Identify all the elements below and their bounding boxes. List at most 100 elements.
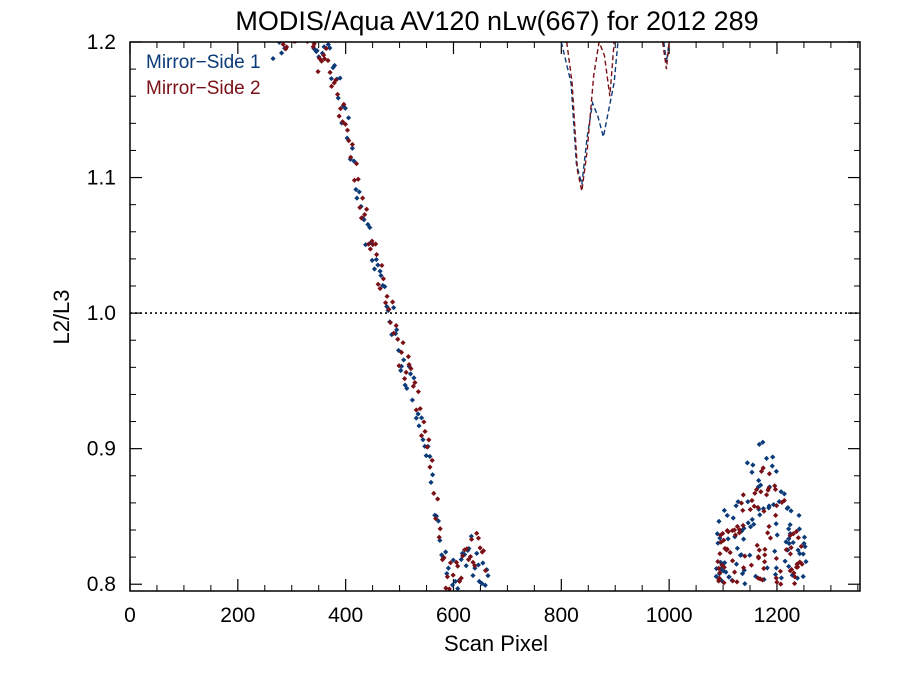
data-point xyxy=(772,483,778,489)
legend-entry-mirror-side-1: Mirror−Side 1 xyxy=(146,52,261,73)
data-point xyxy=(723,547,730,553)
data-point xyxy=(737,552,743,558)
data-point xyxy=(336,113,342,119)
data-point xyxy=(342,105,348,111)
data-point xyxy=(418,433,425,439)
data-point xyxy=(333,77,339,83)
data-point xyxy=(778,581,784,587)
y-tick-label: 1.2 xyxy=(87,31,116,54)
data-point xyxy=(724,512,730,519)
data-point xyxy=(365,221,371,228)
data-point xyxy=(455,586,461,591)
data-point xyxy=(452,596,457,601)
data-point xyxy=(772,486,779,492)
data-point xyxy=(331,62,338,69)
data-point xyxy=(758,482,764,488)
data-point xyxy=(801,534,808,540)
data-point xyxy=(288,0,293,5)
data-point xyxy=(398,349,405,355)
data-point xyxy=(766,523,772,530)
data-point xyxy=(430,472,436,478)
data-point xyxy=(407,371,414,377)
data-point xyxy=(444,570,450,577)
data-point xyxy=(777,568,784,574)
data-point xyxy=(762,559,768,565)
data-point xyxy=(734,545,741,551)
data-point xyxy=(365,241,372,247)
data-point xyxy=(475,562,481,568)
data-point xyxy=(734,523,740,530)
data-point xyxy=(296,0,301,4)
data-point xyxy=(796,526,803,532)
data-point xyxy=(325,57,331,64)
data-point xyxy=(800,573,806,580)
data-point xyxy=(738,500,745,506)
data-point xyxy=(717,569,723,576)
data-point xyxy=(429,457,435,463)
data-point xyxy=(791,580,798,587)
data-point xyxy=(367,224,373,231)
data-point xyxy=(795,547,801,553)
data-point xyxy=(413,407,419,413)
data-point xyxy=(763,455,770,461)
data-point xyxy=(773,555,779,562)
data-point xyxy=(757,576,763,582)
data-point xyxy=(758,489,764,495)
data-point xyxy=(779,499,785,505)
data-point xyxy=(773,521,779,527)
data-point xyxy=(770,502,777,508)
data-point xyxy=(386,306,392,312)
dashed-line-1 xyxy=(560,42,619,185)
data-point xyxy=(353,186,359,193)
data-point xyxy=(468,533,474,539)
data-point xyxy=(358,215,365,221)
x-tick-label: 200 xyxy=(220,604,255,627)
data-point xyxy=(716,518,722,524)
data-point xyxy=(721,507,727,514)
data-point xyxy=(337,105,344,112)
data-point xyxy=(713,573,719,580)
data-point xyxy=(377,268,383,274)
data-point xyxy=(760,439,766,445)
data-point xyxy=(766,485,772,491)
data-point xyxy=(778,489,784,495)
data-point xyxy=(311,42,317,47)
data-point xyxy=(786,526,792,532)
data-point xyxy=(786,563,792,570)
data-point xyxy=(787,551,794,557)
data-point xyxy=(441,555,447,561)
data-point xyxy=(373,252,380,258)
data-point xyxy=(740,492,746,498)
data-point xyxy=(755,504,761,511)
data-point xyxy=(716,575,723,581)
data-point xyxy=(474,530,480,536)
data-point xyxy=(472,563,478,569)
data-point xyxy=(798,543,804,549)
data-point xyxy=(786,540,792,547)
data-point xyxy=(409,397,415,403)
data-point xyxy=(769,463,775,469)
data-point xyxy=(443,585,449,591)
data-point xyxy=(753,486,760,493)
data-point xyxy=(756,555,762,561)
data-point xyxy=(415,389,421,395)
data-point xyxy=(422,428,428,435)
data-point xyxy=(444,574,451,580)
data-point xyxy=(766,503,772,509)
data-point xyxy=(774,579,780,585)
data-point xyxy=(328,75,334,82)
data-point xyxy=(328,83,335,89)
data-point xyxy=(404,385,410,392)
legend-entry-mirror-side-2: Mirror−Side 2 xyxy=(146,78,261,99)
x-tick-label: 600 xyxy=(436,604,471,627)
data-point xyxy=(435,518,442,524)
data-point xyxy=(740,507,746,513)
data-point xyxy=(756,441,762,447)
data-point xyxy=(348,154,354,160)
data-point xyxy=(455,563,461,569)
data-point xyxy=(787,532,793,539)
data-point xyxy=(371,266,378,272)
data-point xyxy=(788,545,794,551)
data-point xyxy=(717,551,723,557)
data-point xyxy=(379,262,385,269)
